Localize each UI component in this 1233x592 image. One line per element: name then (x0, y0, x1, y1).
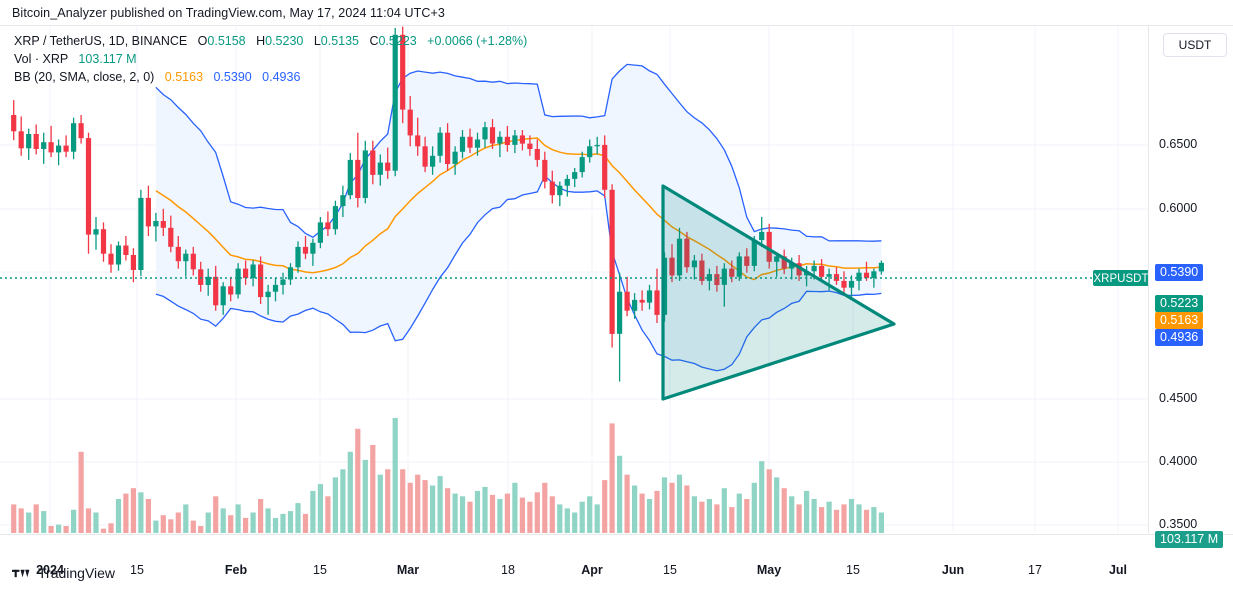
bollinger-basis-line (155, 137, 882, 281)
time-tick-10: Jun (941, 563, 965, 577)
candlestick-chart: XRPUSDT (0, 26, 1148, 533)
legend-volume-row: Vol · XRP 103.117 M (14, 50, 527, 68)
time-tick-8: May (756, 563, 782, 577)
volume-badge[interactable]: 103.117 M (1155, 531, 1224, 548)
legend-volume-value: 103.117 M (78, 52, 137, 66)
price-tick-5: 0.3500 (1159, 517, 1198, 531)
time-tick-5: 18 (501, 563, 515, 577)
legend-low-value: 0.5135 (320, 34, 359, 48)
price-tick-3: 0.4500 (1159, 391, 1198, 405)
time-tick-1: 15 (130, 563, 144, 577)
time-axis[interactable]: 2024 15 Feb 15 Mar 18 Apr 15 May 15 Jun 17 Jul (0, 559, 1148, 587)
price-axis[interactable]: USDT 0.65000.60000.55000.45000.40000.350… (1148, 26, 1233, 548)
legend-close-label: C (369, 34, 379, 48)
tradingview-logo-icon (12, 569, 30, 577)
time-tick-9: 15 (846, 563, 860, 577)
legend-close-value: 0.5223 (378, 34, 417, 48)
legend-symbol: XRP / TetherUS, 1D, BINANCE (14, 34, 188, 48)
bollinger-band-fill (155, 64, 882, 371)
legend-high-label: H (256, 34, 266, 48)
currency-selector[interactable]: USDT (1163, 33, 1227, 57)
bb-lower-badge[interactable]: 0.4936 (1155, 329, 1204, 346)
legend-bb-upper: 0.5390 (213, 70, 252, 84)
legend-volume-label: Vol · XRP (14, 52, 68, 66)
time-tick-6: Apr (581, 563, 603, 577)
last-price-badge[interactable]: 0.5223 (1155, 295, 1204, 312)
bb-basis-badge[interactable]: 0.5163 (1155, 312, 1204, 329)
time-tick-12: Jul (1108, 563, 1128, 577)
legend-open-value: 0.5158 (207, 34, 246, 48)
time-tick-4: Mar (396, 563, 420, 577)
symmetrical-triangle-pattern[interactable] (661, 184, 896, 401)
bb-upper-badge[interactable]: 0.5390 (1155, 264, 1204, 281)
symbol-tag[interactable]: XRPUSDT (1093, 270, 1148, 286)
chart-legend: XRP / TetherUS, 1D, BINANCE O0.5158 H0.5… (14, 32, 527, 86)
chart-frame: XRPUSDT XRP / TetherUS, 1D, BINANCE O0.5… (0, 25, 1233, 587)
tradingview-brand: TradingView (38, 565, 116, 581)
legend-bb-lower: 0.4936 (262, 70, 301, 84)
legend-ohlc-row: XRP / TetherUS, 1D, BINANCE O0.5158 H0.5… (14, 32, 527, 50)
price-pane[interactable]: XRPUSDT (0, 26, 1148, 533)
legend-bb-basis: 0.5163 (164, 70, 204, 84)
volume-histogram (11, 418, 884, 533)
legend-low-label: L (313, 34, 321, 48)
time-tick-3: 15 (313, 563, 327, 577)
time-tick-2: Feb (224, 563, 248, 577)
legend-change: +0.0066 (+1.28%) (427, 34, 528, 48)
legend-bb-row: BB (20, SMA, close, 2, 0) 0.5163 0.5390 … (14, 68, 527, 86)
bollinger-lower-line (155, 174, 882, 372)
price-tick-4: 0.4000 (1159, 454, 1198, 468)
publisher-attribution: Bitcoin_Analyzer published on TradingVie… (12, 6, 445, 20)
bollinger-upper-line (155, 63, 882, 242)
price-tick-1: 0.6000 (1159, 201, 1198, 215)
symbol-tag-label: XRPUSDT (1094, 273, 1148, 285)
price-tick-0: 0.6500 (1159, 137, 1198, 151)
tradingview-footer: TradingView (12, 565, 115, 581)
legend-bb-label: BB (20, SMA, close, 2, 0) (14, 70, 155, 84)
time-tick-0: 2024 (36, 563, 64, 577)
legend-high-value: 0.5230 (265, 34, 304, 48)
time-tick-11: 17 (1028, 563, 1042, 577)
time-tick-7: 15 (663, 563, 677, 577)
legend-open-label: O (197, 34, 208, 48)
